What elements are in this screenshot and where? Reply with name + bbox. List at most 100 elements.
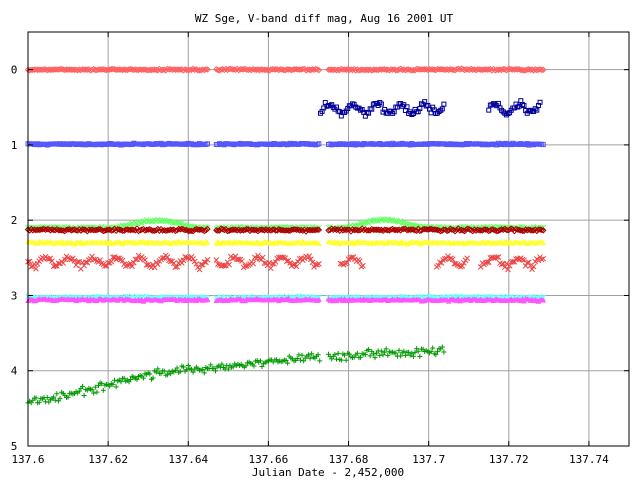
data-point <box>55 260 62 267</box>
data-point <box>492 255 499 261</box>
data-point <box>76 388 82 394</box>
x-tick-label: 137.74 <box>569 453 609 466</box>
data-point <box>391 109 397 115</box>
data-point <box>164 227 171 234</box>
data-point <box>179 260 185 266</box>
data-point <box>346 351 352 357</box>
data-point <box>367 353 373 359</box>
data-point <box>428 349 434 355</box>
data-point <box>379 227 387 235</box>
data-point <box>65 394 71 400</box>
data-point <box>521 103 527 109</box>
data-point <box>486 107 492 113</box>
data-point <box>132 219 139 226</box>
data-point <box>79 383 85 389</box>
y-tick-label: 2 <box>11 214 18 227</box>
data-point <box>150 375 156 381</box>
data-point <box>466 226 473 233</box>
data-point <box>173 226 181 234</box>
series <box>25 140 546 148</box>
data-point <box>167 219 174 225</box>
data-point <box>285 360 291 366</box>
y-tick-label: 0 <box>11 64 18 77</box>
data-point <box>34 261 41 267</box>
data-point <box>333 226 340 234</box>
data-point <box>512 225 520 233</box>
data-point <box>186 66 194 74</box>
data-point <box>485 259 492 265</box>
data-point <box>408 221 415 228</box>
data-point <box>202 66 210 73</box>
data-point <box>354 350 360 356</box>
data-point <box>213 368 219 374</box>
data-point <box>399 220 406 226</box>
data-point <box>44 225 51 233</box>
data-point <box>291 261 298 267</box>
data-point <box>434 349 440 355</box>
data-point <box>296 256 303 262</box>
data-point <box>185 363 191 368</box>
data-point <box>97 257 103 263</box>
data-point <box>520 67 528 74</box>
data-point <box>215 261 221 267</box>
series <box>25 252 547 273</box>
data-point <box>119 257 126 264</box>
data-point <box>134 376 140 382</box>
data-point <box>493 254 500 261</box>
data-point <box>530 263 537 270</box>
data-point <box>498 66 505 74</box>
data-point <box>495 254 502 260</box>
data-point <box>412 349 418 355</box>
data-point <box>133 225 141 232</box>
data-point <box>80 226 88 233</box>
data-point <box>101 227 109 234</box>
data-point <box>52 397 58 403</box>
data-point <box>81 392 87 398</box>
data-point <box>540 66 547 73</box>
data-point <box>121 375 127 381</box>
data-point <box>360 262 366 269</box>
data-point <box>402 352 408 358</box>
data-point <box>90 256 97 263</box>
data-point <box>239 258 245 264</box>
data-point <box>128 376 134 382</box>
data-point <box>224 259 231 265</box>
data-point <box>116 226 123 233</box>
data-point <box>158 371 164 377</box>
data-point <box>458 65 465 72</box>
data-point <box>106 66 113 73</box>
data-point <box>355 67 363 74</box>
data-point <box>458 226 465 234</box>
data-point <box>362 352 368 358</box>
data-point <box>93 226 101 234</box>
data-point <box>208 362 214 368</box>
data-point <box>197 226 205 233</box>
data-point <box>108 258 115 265</box>
data-point <box>143 226 150 234</box>
data-point <box>484 259 491 266</box>
data-point <box>213 65 220 73</box>
data-point <box>113 384 119 390</box>
data-point <box>54 391 60 397</box>
data-point <box>372 355 378 361</box>
data-point <box>118 379 124 385</box>
data-point <box>283 358 289 364</box>
data-point <box>305 352 311 358</box>
data-point <box>174 365 180 371</box>
data-point <box>175 220 182 226</box>
data-point <box>201 370 207 376</box>
data-point <box>257 358 263 364</box>
data-point <box>528 227 536 234</box>
data-point <box>428 110 434 116</box>
data-point <box>242 263 249 269</box>
data-point <box>204 141 210 147</box>
data-point <box>177 66 184 73</box>
data-point <box>464 225 472 232</box>
data-point <box>161 255 168 261</box>
data-point <box>164 372 170 378</box>
data-point <box>382 349 388 355</box>
data-point <box>110 254 116 261</box>
data-point <box>482 260 489 266</box>
data-point <box>384 226 392 234</box>
data-point <box>204 225 211 233</box>
